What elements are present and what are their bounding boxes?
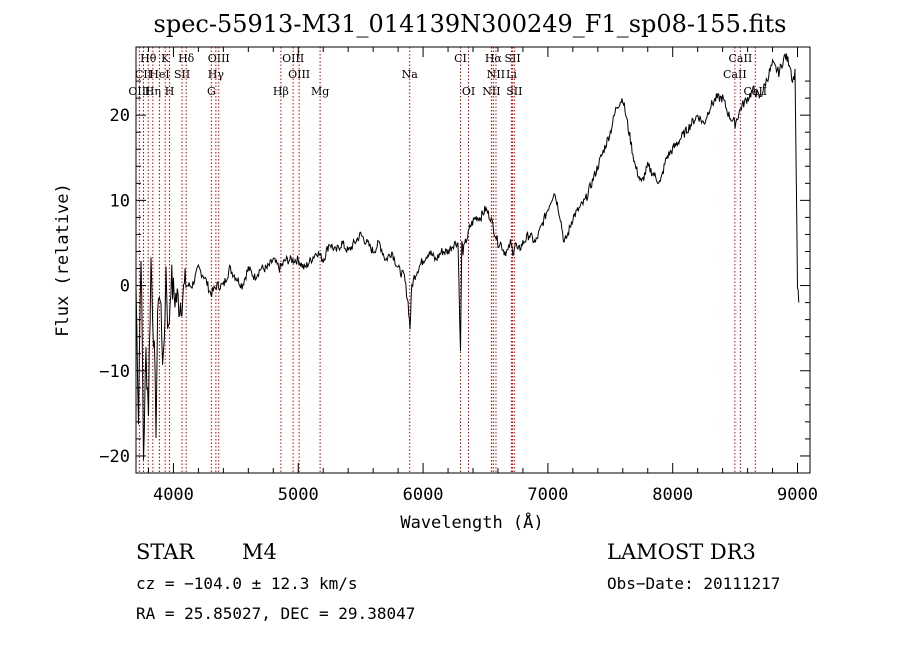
spectral-line-label: Hγ [208, 68, 225, 81]
spectral-line-label: NII [482, 85, 500, 98]
spectral-line-label: NII [487, 68, 505, 81]
spectral-line-label: CaII [729, 52, 753, 65]
object-subclass: M4 [242, 540, 277, 564]
x-tick-label: 7000 [527, 485, 568, 505]
spectral-line-label: HeI [149, 68, 169, 81]
spectral-line-label: G [207, 85, 216, 98]
y-axis-label: Flux (relative) [53, 183, 73, 337]
observation-date: Obs−Date: 20111217 [607, 574, 780, 593]
coordinates: RA = 25.85027, DEC = 29.38047 [136, 604, 415, 623]
spectral-line-label: OI [462, 85, 475, 98]
spectral-line-label: SII [506, 85, 522, 98]
plot-frame [135, 46, 811, 474]
spectral-line-label: CI [454, 52, 467, 65]
spectral-line-label: Li [506, 68, 517, 81]
x-tick-label: 9000 [777, 485, 818, 505]
x-tick-label: 8000 [652, 485, 693, 505]
y-tick-label: −10 [99, 362, 130, 382]
y-tick-label: −20 [99, 447, 130, 467]
spectral-line-label: OIII [208, 52, 230, 65]
spectral-line-label: Hδ [178, 52, 195, 65]
x-axis-label: Wavelength (Å) [400, 511, 543, 533]
spectral-line-markers [138, 47, 756, 473]
spectral-line-label: CaII [743, 85, 767, 98]
spectral-line-label: H [165, 85, 175, 98]
spectral-line-label: OIII [288, 68, 310, 81]
spectral-line-label: SII [174, 68, 190, 81]
y-axis-ticks: −20 −10 0 10 20 [99, 80, 810, 467]
y-tick-label: 0 [120, 277, 130, 297]
spectral-line-label: Mg [311, 85, 329, 98]
x-tick-label: 4000 [153, 485, 194, 505]
object-class: STAR [136, 540, 195, 564]
spectral-line-label: SII [504, 52, 520, 65]
spectral-line-label: Hα [485, 52, 503, 65]
spectral-line-label: Hθ [140, 52, 157, 65]
spectral-line-label: CII [135, 68, 152, 81]
y-tick-label: 20 [110, 106, 130, 126]
spectral-line-label: Na [402, 68, 419, 81]
x-tick-label: 5000 [278, 485, 319, 505]
survey-name: LAMOST DR3 [607, 540, 756, 564]
spectral-line-label: OIII [282, 52, 304, 65]
x-tick-label: 6000 [403, 485, 444, 505]
redshift-cz: cz = −104.0 ± 12.3 km/s [136, 574, 358, 593]
spectral-line-label: Hβ [273, 85, 289, 98]
spectral-line-label: Hη [145, 85, 161, 98]
y-tick-label: 10 [110, 191, 130, 211]
flux-series-line [135, 53, 800, 460]
spectral-line-label: K [161, 52, 170, 65]
x-axis-ticks: 4000 5000 6000 7000 8000 9000 [147, 47, 818, 505]
spectral-line-label: OIII [128, 85, 150, 98]
chart-title: spec-55913-M31_014139N300249_F1_sp08-155… [154, 10, 787, 38]
spectral-line-label: CaII [723, 68, 747, 81]
